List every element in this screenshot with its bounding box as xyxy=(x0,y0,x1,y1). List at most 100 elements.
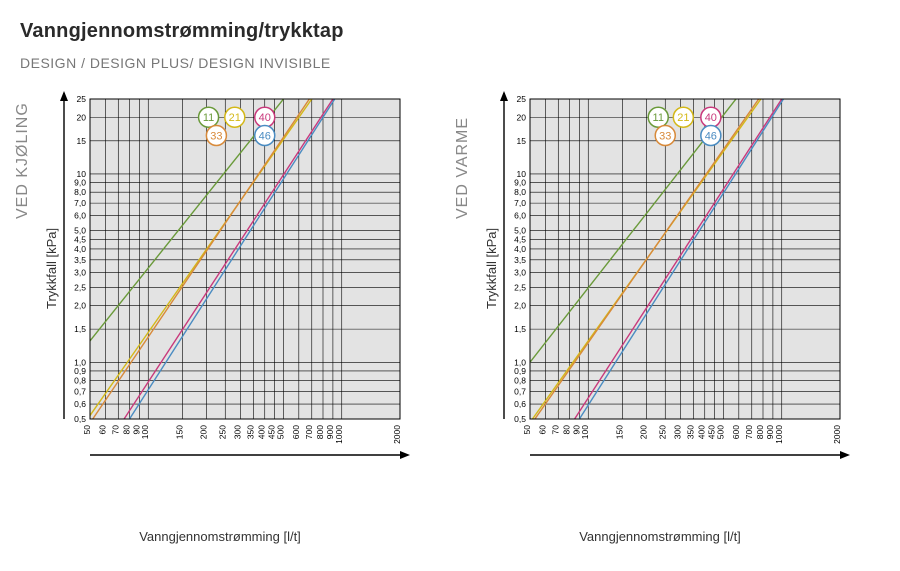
svg-text:500: 500 xyxy=(276,425,286,439)
svg-text:4,0: 4,0 xyxy=(74,244,86,254)
svg-text:400: 400 xyxy=(697,425,707,439)
svg-text:250: 250 xyxy=(217,425,227,439)
svg-text:1000: 1000 xyxy=(774,425,784,444)
svg-text:50: 50 xyxy=(522,425,532,435)
svg-text:200: 200 xyxy=(198,425,208,439)
svg-text:300: 300 xyxy=(673,425,683,439)
svg-text:0,8: 0,8 xyxy=(74,376,86,386)
svg-text:0,6: 0,6 xyxy=(514,399,526,409)
svg-text:100: 100 xyxy=(140,425,150,439)
svg-text:1000: 1000 xyxy=(334,425,344,444)
svg-text:700: 700 xyxy=(304,425,314,439)
svg-text:350: 350 xyxy=(686,425,696,439)
svg-text:6,0: 6,0 xyxy=(74,211,86,221)
svg-text:80: 80 xyxy=(561,425,571,435)
svg-text:20: 20 xyxy=(77,112,87,122)
svg-text:600: 600 xyxy=(291,425,301,439)
svg-text:70: 70 xyxy=(550,425,560,435)
svg-text:0,6: 0,6 xyxy=(74,399,86,409)
panel-title: VED VARME xyxy=(454,117,472,219)
chart-svg: 0,50,60,70,80,91,01,52,02,53,03,54,04,55… xyxy=(20,89,420,489)
svg-text:1,5: 1,5 xyxy=(74,324,86,334)
svg-text:2,0: 2,0 xyxy=(514,301,526,311)
svg-text:21: 21 xyxy=(229,112,241,124)
svg-text:400: 400 xyxy=(257,425,267,439)
svg-text:60: 60 xyxy=(537,425,547,435)
svg-text:4,0: 4,0 xyxy=(514,244,526,254)
svg-text:8,0: 8,0 xyxy=(514,187,526,197)
svg-text:3,5: 3,5 xyxy=(514,255,526,265)
chart-panel-cooling: VED KJØLING Trykkfall [kPa] 0,50,60,70,8… xyxy=(20,89,420,544)
svg-text:15: 15 xyxy=(77,136,87,146)
svg-text:33: 33 xyxy=(659,130,671,142)
svg-text:800: 800 xyxy=(755,425,765,439)
svg-text:700: 700 xyxy=(744,425,754,439)
svg-text:500: 500 xyxy=(716,425,726,439)
svg-text:80: 80 xyxy=(121,425,131,435)
svg-text:7,0: 7,0 xyxy=(514,198,526,208)
svg-text:60: 60 xyxy=(97,425,107,435)
svg-text:9,0: 9,0 xyxy=(74,178,86,188)
svg-text:0,7: 0,7 xyxy=(74,386,86,396)
svg-text:70: 70 xyxy=(110,425,120,435)
svg-text:15: 15 xyxy=(517,136,527,146)
svg-text:3,0: 3,0 xyxy=(74,267,86,277)
svg-text:250: 250 xyxy=(657,425,667,439)
svg-text:6,0: 6,0 xyxy=(514,211,526,221)
svg-text:21: 21 xyxy=(677,112,689,124)
svg-text:5,0: 5,0 xyxy=(74,226,86,236)
chart-panel-heating: VED VARME Trykkfall [kPa] 0,50,60,70,80,… xyxy=(460,89,860,544)
panel-title: VED KJØLING xyxy=(14,102,32,219)
page-title: Vanngjennomstrømming/trykktap xyxy=(20,20,880,43)
svg-text:2,5: 2,5 xyxy=(514,282,526,292)
svg-text:0,8: 0,8 xyxy=(514,376,526,386)
x-axis-label: Vanngjennomstrømming [l/t] xyxy=(20,529,420,544)
svg-text:1,0: 1,0 xyxy=(74,357,86,367)
svg-text:3,5: 3,5 xyxy=(74,255,86,265)
svg-text:2000: 2000 xyxy=(392,425,402,444)
svg-text:4,5: 4,5 xyxy=(514,234,526,244)
svg-text:100: 100 xyxy=(580,425,590,439)
svg-text:2,5: 2,5 xyxy=(74,282,86,292)
svg-text:7,0: 7,0 xyxy=(74,198,86,208)
svg-text:46: 46 xyxy=(259,130,271,142)
svg-text:800: 800 xyxy=(315,425,325,439)
svg-text:40: 40 xyxy=(259,112,271,124)
y-axis-label: Trykkfall [kPa] xyxy=(484,228,499,309)
page-subtitle: DESIGN / DESIGN PLUS/ DESIGN INVISIBLE xyxy=(20,55,880,71)
x-axis-label: Vanngjennomstrømming [l/t] xyxy=(460,529,860,544)
svg-text:150: 150 xyxy=(174,425,184,439)
svg-text:25: 25 xyxy=(77,94,87,104)
svg-text:5,0: 5,0 xyxy=(514,226,526,236)
svg-text:10: 10 xyxy=(517,169,527,179)
charts-container: VED KJØLING Trykkfall [kPa] 0,50,60,70,8… xyxy=(20,89,880,544)
svg-text:600: 600 xyxy=(731,425,741,439)
svg-text:11: 11 xyxy=(203,112,214,124)
svg-text:200: 200 xyxy=(638,425,648,439)
svg-text:9,0: 9,0 xyxy=(514,178,526,188)
svg-text:8,0: 8,0 xyxy=(74,187,86,197)
svg-text:1,5: 1,5 xyxy=(514,324,526,334)
svg-text:33: 33 xyxy=(210,130,222,142)
svg-text:3,0: 3,0 xyxy=(514,267,526,277)
svg-text:300: 300 xyxy=(233,425,243,439)
svg-text:2,0: 2,0 xyxy=(74,301,86,311)
chart-svg: 0,50,60,70,80,91,01,52,02,53,03,54,04,55… xyxy=(460,89,860,489)
svg-text:25: 25 xyxy=(517,94,527,104)
svg-text:0,5: 0,5 xyxy=(514,414,526,424)
svg-text:40: 40 xyxy=(705,112,717,124)
svg-text:0,5: 0,5 xyxy=(74,414,86,424)
svg-text:46: 46 xyxy=(705,130,717,142)
svg-text:2000: 2000 xyxy=(832,425,842,444)
svg-text:4,5: 4,5 xyxy=(74,234,86,244)
svg-text:20: 20 xyxy=(517,112,527,122)
svg-text:350: 350 xyxy=(246,425,256,439)
svg-text:0,9: 0,9 xyxy=(514,366,526,376)
svg-text:50: 50 xyxy=(82,425,92,435)
y-axis-label: Trykkfall [kPa] xyxy=(44,228,59,309)
svg-text:1,0: 1,0 xyxy=(514,357,526,367)
svg-text:11: 11 xyxy=(653,112,664,124)
svg-text:10: 10 xyxy=(77,169,87,179)
svg-text:0,7: 0,7 xyxy=(514,386,526,396)
svg-text:0,9: 0,9 xyxy=(74,366,86,376)
